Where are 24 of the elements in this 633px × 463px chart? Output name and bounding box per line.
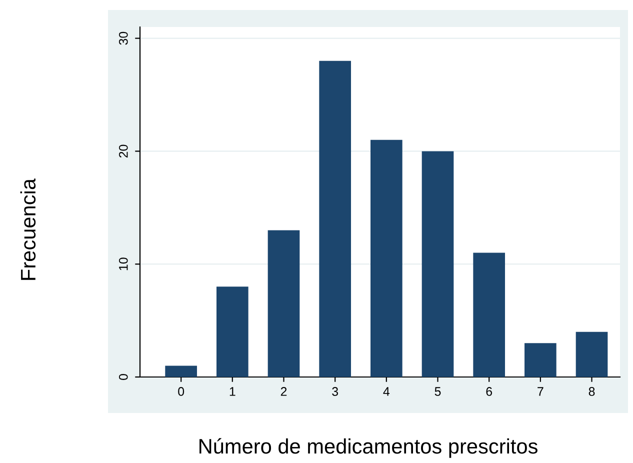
y-tick-label: 0 [118,374,128,380]
bar [422,151,454,377]
x-tick-label: 7 [538,387,544,396]
y-axis-title: Frecuencia [20,178,36,280]
bar [576,332,608,377]
x-axis-title: Número de medicamentos prescritos [200,438,538,458]
x-tick-label: 1 [230,387,236,396]
x-tick-label: 2 [280,387,287,396]
x-tick-label: 3 [332,387,338,396]
bar [216,286,248,377]
bar [370,140,402,377]
x-tick-label: 5 [434,387,441,396]
y-tick-label: 30 [118,32,128,45]
bar [473,252,506,377]
bar [268,230,300,377]
x-tick-label: 4 [383,387,390,396]
x-tick-label: 0 [178,387,184,396]
x-tick-label: 8 [588,387,595,396]
y-tick-label: 10 [118,258,128,270]
bar [165,366,197,377]
bar [524,343,556,377]
x-tick-label: 6 [486,387,492,396]
y-tick-label: 20 [118,144,128,158]
bar [319,60,351,377]
